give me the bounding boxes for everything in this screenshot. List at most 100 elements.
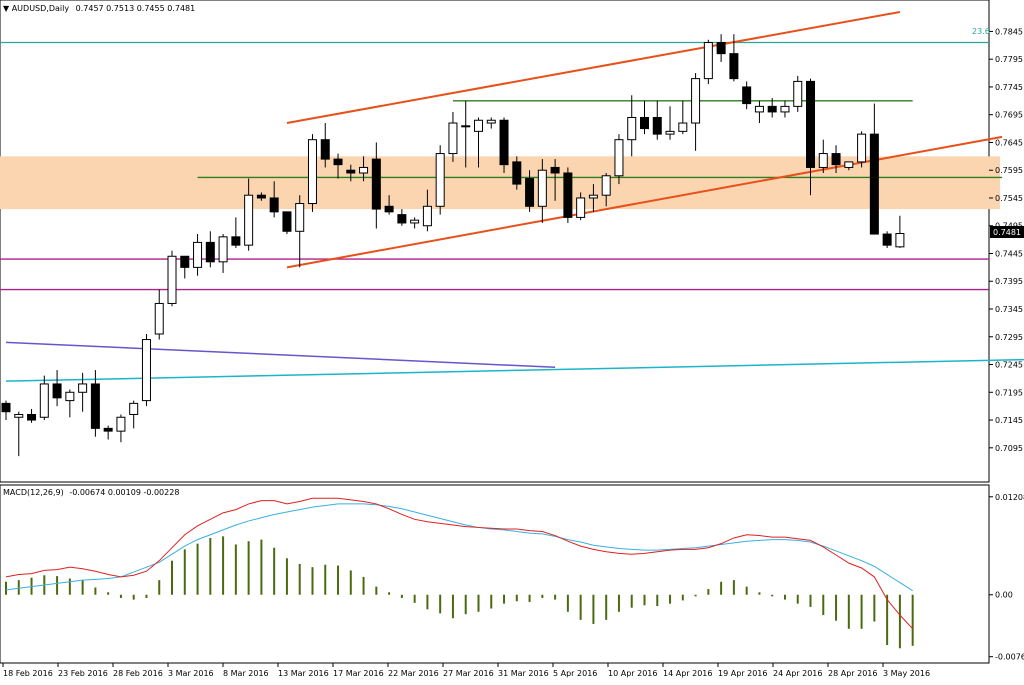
- candle-bull: [435, 153, 445, 207]
- date-tick-label: 10 Apr 2016: [608, 669, 657, 678]
- date-tick-label: 24 Apr 2016: [773, 669, 822, 678]
- candle-bull: [665, 130, 675, 135]
- candle-bear: [563, 172, 573, 218]
- candle-bear: [231, 236, 241, 246]
- candle-bear: [525, 178, 535, 207]
- candle-bull: [844, 161, 854, 168]
- candle-bull: [141, 339, 151, 402]
- macd-header: MACD(12,26,9) -0.00674 0.00109 -0.00228: [3, 488, 179, 497]
- candle-bear: [256, 194, 266, 199]
- candle-bull: [410, 219, 420, 224]
- candle-bull: [473, 119, 483, 132]
- candle-bull: [614, 139, 624, 177]
- candle-bear: [550, 166, 560, 174]
- candle-bear: [282, 211, 292, 232]
- price-tick-label: 0.7345: [995, 305, 1023, 314]
- candle-bear: [831, 153, 841, 166]
- macd-signal-line: [5, 503, 913, 592]
- candle-bear: [205, 241, 215, 263]
- candle-bull: [244, 194, 254, 246]
- price-tick-label: 0.7145: [995, 416, 1023, 425]
- symbol-timeframe: AUDUSD,Daily: [11, 4, 70, 13]
- price-tick-label: 0.7295: [995, 333, 1023, 342]
- date-tick-label: 31 Mar 2016: [498, 669, 549, 678]
- price-tick-label: 0.7595: [995, 166, 1023, 175]
- price-tick-label: 0.7795: [995, 55, 1023, 64]
- date-tick-label: 23 Feb 2016: [58, 669, 108, 678]
- candle-bull: [601, 175, 611, 196]
- candle-bear: [320, 139, 330, 160]
- candle-bear: [27, 413, 37, 421]
- macd-layer: [5, 497, 914, 649]
- candle-bull: [167, 255, 177, 304]
- fib-label: 23.6: [972, 27, 990, 36]
- candle-bull: [857, 133, 867, 163]
- date-tick-label: 17 Mar 2016: [333, 669, 384, 678]
- candle-bear: [1, 402, 11, 413]
- dropdown-arrow-icon[interactable]: ▼: [3, 4, 10, 13]
- candle-bull: [486, 119, 496, 124]
- candle-bear: [269, 197, 279, 213]
- date-tick-label: 19 Apr 2016: [718, 669, 767, 678]
- date-tick-label: 18 Feb 2016: [3, 669, 53, 678]
- candle-bull: [754, 105, 764, 113]
- candle-bear: [742, 86, 752, 105]
- price-tick-label: 0.7245: [995, 361, 1023, 370]
- date-tick-label: 14 Apr 2016: [663, 669, 712, 678]
- candle-bear: [333, 158, 343, 166]
- candle-bull: [588, 194, 598, 199]
- candle-bull: [14, 413, 24, 418]
- candle-bull: [218, 236, 228, 263]
- price-tick-label: 0.7395: [995, 277, 1023, 286]
- candle-bull: [895, 233, 905, 248]
- candle-bear: [640, 116, 649, 130]
- channel-upper-line: [286, 11, 901, 125]
- candle-bull: [576, 197, 586, 218]
- price-tick-label: 0.7545: [995, 194, 1023, 203]
- price-tick-label: 0.7745: [995, 83, 1023, 92]
- candle-bear: [882, 233, 892, 246]
- current-price-label: 0.7481: [993, 228, 1021, 237]
- candle-bull: [793, 80, 803, 107]
- price-tick-label: 0.7445: [995, 249, 1023, 258]
- candle-bear: [90, 383, 100, 429]
- candle-bull: [678, 122, 688, 132]
- date-tick-label: 3 Mar 2016: [168, 669, 214, 678]
- candle-bear: [397, 214, 407, 224]
- macd-panel-bg: [0, 484, 990, 664]
- candle-bull: [116, 416, 126, 432]
- date-tick-label: 13 Mar 2016: [278, 669, 329, 678]
- candle-bear: [716, 42, 726, 55]
- candle-bull: [818, 153, 828, 168]
- date-tick-label: 22 Mar 2016: [388, 669, 439, 678]
- label-layer: 23.6 0.7481: [972, 27, 1024, 238]
- candle-bull: [359, 166, 369, 174]
- purple-trendline: [5, 341, 556, 369]
- candle-bear: [652, 116, 662, 135]
- candle-bear: [371, 158, 381, 210]
- channel-lower-line: [286, 135, 1003, 269]
- candle-bull: [691, 78, 701, 124]
- price-tick-label: 0.7645: [995, 138, 1023, 147]
- candle-bear: [869, 133, 879, 235]
- date-tick-label: 27 Mar 2016: [443, 669, 494, 678]
- candle-bull: [448, 122, 458, 155]
- candle-bull: [422, 205, 432, 227]
- candle-bull: [65, 391, 75, 402]
- candle-bull: [78, 383, 88, 393]
- candle-bull: [295, 203, 305, 232]
- candle-bear: [384, 205, 394, 213]
- candle-bear: [806, 80, 816, 168]
- macd-tick-label: 0.00: [995, 591, 1013, 600]
- macd-tick-label: -0.00764: [995, 653, 1024, 662]
- candle-bull: [307, 139, 317, 205]
- price-tick-label: 0.7095: [995, 444, 1023, 453]
- axis-layer: 0.7845 0.7795 0.7745 0.7695 0.7645 0.7595 0.75…: [2, 27, 1024, 678]
- candle-bull: [39, 383, 49, 418]
- date-tick-label: 28 Feb 2016: [113, 669, 163, 678]
- candle-bear: [512, 161, 522, 185]
- candle-bull: [627, 116, 637, 141]
- current-price-box: [990, 226, 1024, 238]
- macd-tick-label: 0.01208: [995, 493, 1024, 502]
